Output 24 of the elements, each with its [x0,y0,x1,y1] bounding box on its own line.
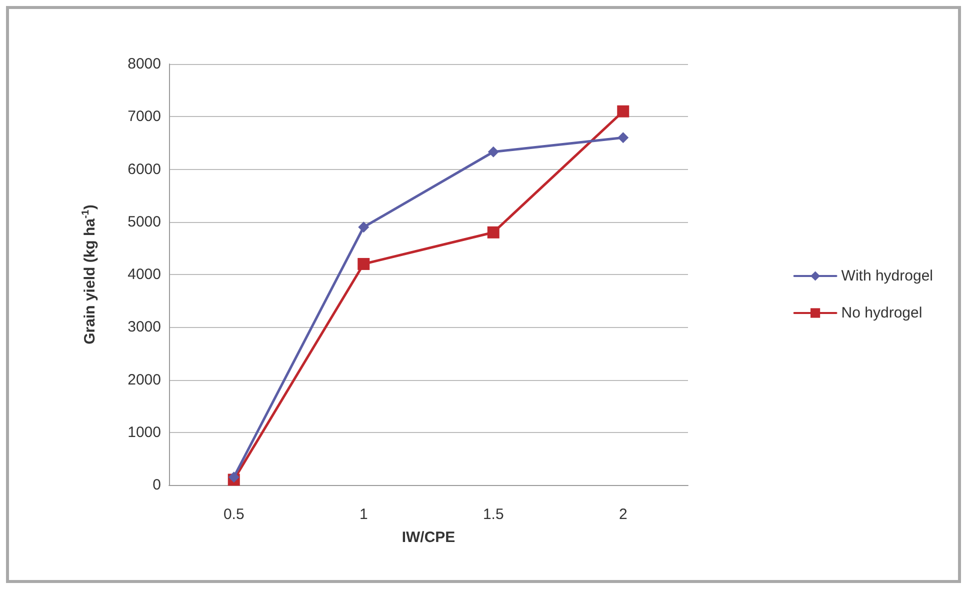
x-axis-title: IW/CPE [402,529,456,546]
y-tick-label: 6000 [128,160,161,178]
point [618,132,629,144]
y-tick-label: 2000 [128,371,161,388]
y-axis-title: Grain yield (kg ha-1) [80,204,98,344]
point [358,222,370,233]
y-tick-label: 4000 [128,266,161,283]
point [358,258,370,270]
y-tick-label: 8000 [128,56,161,72]
point [617,105,630,118]
x-tick-label: 2 [618,506,628,523]
point [487,226,500,238]
legend-label: No hydrogel [841,304,922,322]
y-tick-label: 0 [152,476,161,494]
x-tick-label: 1.5 [482,506,504,523]
y-tick-label: 1000 [128,424,161,441]
x-tick-label: 1 [359,506,368,523]
y-tick-label: 7000 [128,108,161,126]
point [228,472,240,483]
legend-label: With hydrogel [841,268,934,284]
x-tick-label: 0.5 [223,506,244,523]
point [488,146,499,158]
y-tick-label: 5000 [128,213,161,230]
y-tick-label: 3000 [128,318,161,336]
